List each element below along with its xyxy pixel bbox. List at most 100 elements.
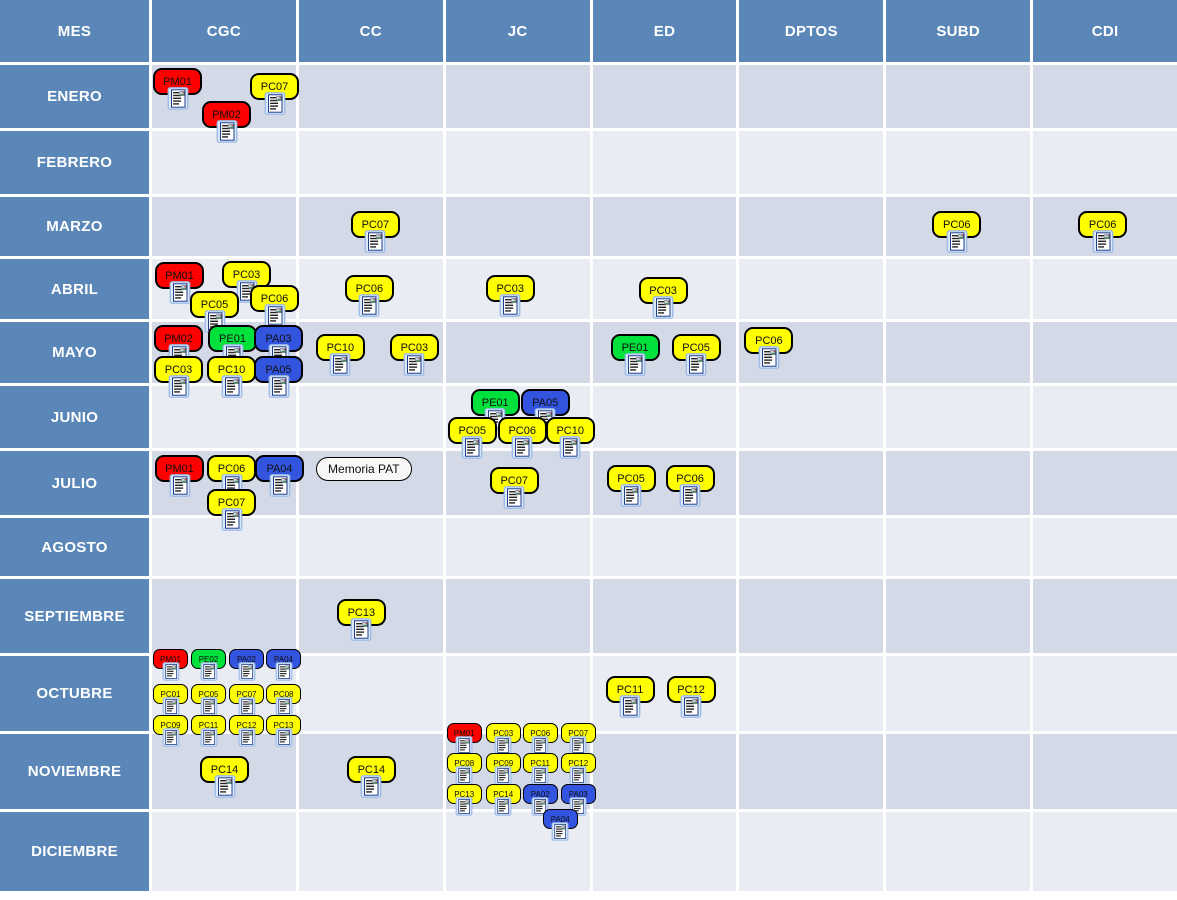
badge-pc14[interactable]: PC14 (200, 756, 249, 798)
document-report-icon (1092, 230, 1114, 253)
badge-pa05[interactable]: PA05 (254, 356, 303, 398)
badge-pc12[interactable]: PC12 (560, 753, 596, 785)
badge-pa03[interactable]: PA03 (254, 325, 303, 367)
cell-agosto-jc (445, 518, 590, 576)
month-label-octubre: OCTUBRE (0, 656, 149, 731)
badge-pa05[interactable]: PA05 (520, 389, 570, 431)
badge-pc01[interactable]: PC01 (153, 684, 188, 716)
badge-pc03[interactable]: PC03 (485, 275, 535, 317)
badge-pm01[interactable]: PM01 (153, 649, 188, 681)
badge-pc13[interactable]: PC13 (446, 784, 482, 816)
badge-pc05[interactable]: PC05 (671, 334, 721, 376)
badge-pc10[interactable]: PC10 (545, 417, 595, 459)
badge-pc12[interactable]: PC12 (229, 715, 264, 747)
document-report-icon (200, 697, 217, 716)
cell-mayo-cdi (1033, 322, 1177, 383)
badge-pc05[interactable]: PC05 (190, 291, 239, 333)
document-report-icon (200, 662, 217, 681)
badge-pc07[interactable]: PC07 (489, 467, 539, 509)
badge-pc07[interactable]: PC07 (560, 723, 596, 755)
badge-pm01[interactable]: PM01 (155, 455, 204, 497)
badge-pc08[interactable]: PC08 (266, 684, 301, 716)
badge-pe01[interactable]: PE01 (610, 334, 660, 376)
badge-pc12[interactable]: PC12 (666, 676, 716, 718)
badge-pc06[interactable]: PC06 (250, 285, 299, 327)
badge-pa04[interactable]: PA04 (266, 649, 301, 681)
badge-pc05[interactable]: PC05 (447, 417, 497, 459)
badge-pc03[interactable]: PC03 (638, 277, 688, 319)
badge-pc06[interactable]: PC06 (207, 455, 256, 497)
cell-agosto-cdi (1033, 518, 1177, 576)
badge-pc14[interactable]: PC14 (346, 756, 396, 798)
badge-pc06[interactable]: PC06 (665, 465, 715, 507)
cell-septiembre-ed (592, 579, 737, 653)
badge-pc09[interactable]: PC09 (485, 753, 521, 785)
badge-label: PC05 (190, 291, 239, 318)
badge-pc06[interactable]: PC06 (522, 723, 558, 755)
badge-pa03[interactable]: PA03 (560, 784, 596, 816)
badge-pa02[interactable]: PA02 (229, 649, 264, 681)
badge-pc03[interactable]: PC03 (485, 723, 521, 755)
badge-pc07[interactable]: PC07 (350, 211, 400, 253)
cell-enero-cc (298, 65, 443, 128)
badge-pc08[interactable]: PC08 (446, 753, 482, 785)
cell-enero-cdi (1033, 65, 1177, 128)
cell-enero-subd (886, 65, 1031, 128)
cell-noviembre-dptos (739, 734, 884, 809)
document-report-icon (162, 697, 179, 716)
cell-febrero-jc (445, 131, 590, 194)
badge-pc11[interactable]: PC11 (605, 676, 655, 718)
badge-pa04[interactable]: PA04 (542, 809, 578, 841)
document-report-icon (624, 353, 646, 376)
badge-pc07[interactable]: PC07 (207, 489, 256, 531)
badge-pc13[interactable]: PC13 (266, 715, 301, 747)
badge-pm01[interactable]: PM01 (155, 262, 204, 304)
cell-octubre-subd (886, 656, 1031, 731)
badge-pc03[interactable]: PC03 (154, 356, 203, 398)
column-header-cgc: CGC (152, 0, 296, 62)
badge-pc07[interactable]: PC07 (250, 73, 299, 115)
badge-pc03[interactable]: PC03 (389, 334, 439, 376)
badge-pc11[interactable]: PC11 (522, 753, 558, 785)
cell-mayo-dptos: PC06 (739, 322, 884, 383)
document-report-icon (162, 662, 179, 681)
badge-pc06[interactable]: PC06 (497, 417, 547, 459)
badge-pe02[interactable]: PE02 (191, 649, 226, 681)
badge-pc03[interactable]: PC03 (222, 261, 271, 303)
badge-pc06[interactable]: PC06 (344, 275, 394, 317)
cell-marzo-dptos (739, 197, 884, 256)
badge-pa02[interactable]: PA02 (522, 784, 558, 816)
badge-pm01[interactable]: PM01 (153, 68, 202, 110)
badge-pc13[interactable]: PC13 (336, 599, 386, 641)
badge-pc06[interactable]: PC06 (744, 327, 794, 369)
badge-pa04[interactable]: PA04 (255, 455, 304, 497)
badge-pm02[interactable]: PM02 (202, 101, 251, 143)
badge-pc06[interactable]: PC06 (932, 211, 982, 253)
badge-memoria-pat[interactable]: Memoria PAT (315, 457, 412, 481)
badge-pc09[interactable]: PC09 (153, 715, 188, 747)
badge-pc14[interactable]: PC14 (485, 784, 521, 816)
badge-pc05[interactable]: PC05 (606, 465, 656, 507)
cell-julio-dptos (739, 451, 884, 515)
cell-enero-cgc: PM01 PC07 PM02 (152, 65, 299, 143)
cell-abril-cc: PC06 (298, 259, 443, 319)
cell-septiembre-dptos (739, 579, 884, 653)
document-report-icon (167, 87, 188, 110)
document-report-icon (162, 728, 179, 747)
badge-pe01[interactable]: PE01 (470, 389, 520, 431)
document-report-icon (169, 474, 190, 497)
badge-label: PC10 (545, 417, 595, 444)
badge-pc11[interactable]: PC11 (191, 715, 226, 747)
badge-pm02[interactable]: PM02 (154, 325, 203, 367)
badge-pc10[interactable]: PC10 (315, 334, 365, 376)
column-header-cc: CC (298, 0, 443, 62)
badge-pc05[interactable]: PC05 (191, 684, 226, 716)
badge-pe01[interactable]: PE01 (208, 325, 257, 367)
badge-pc10[interactable]: PC10 (207, 356, 256, 398)
badge-pm01[interactable]: PM01 (446, 723, 482, 755)
badge-label: PC03 (638, 277, 688, 304)
document-report-icon (531, 766, 549, 785)
badge-pc07[interactable]: PC07 (229, 684, 264, 716)
badge-pc06[interactable]: PC06 (1078, 211, 1128, 253)
